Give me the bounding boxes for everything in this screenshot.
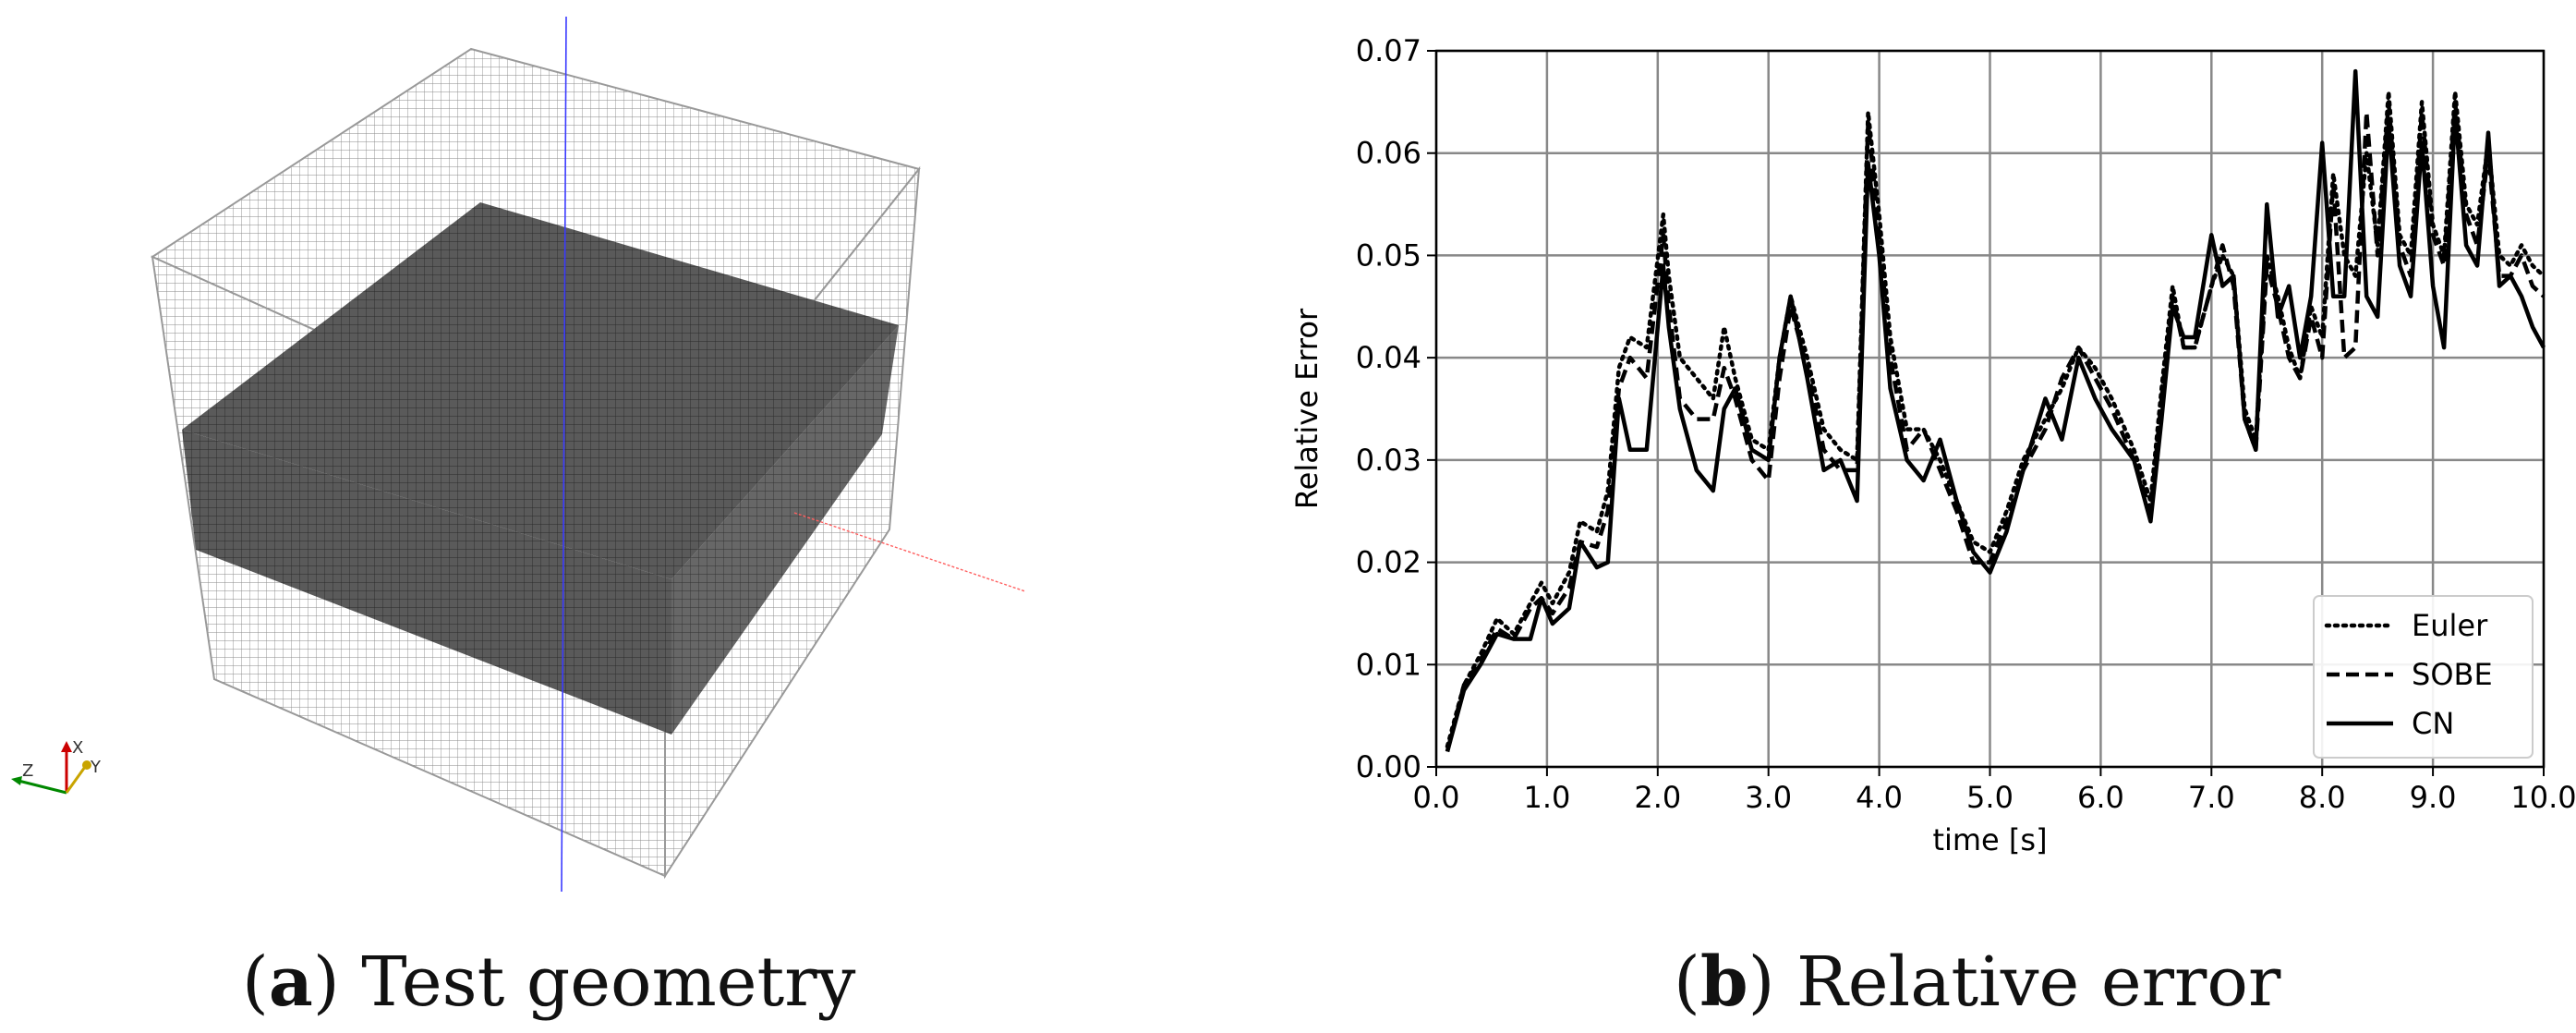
geometry-render: X Y Z	[11, 16, 1026, 893]
series-line-cn	[1445, 68, 2546, 752]
orientation-axes: X Y Z	[11, 738, 102, 795]
relative-error-chart: 0.0 1.0 2.0 3.0 4.0 5.0 6.0 7.0 8.0 9.0 10.0 0.000…	[1289, 33, 2576, 857]
legend-label-sobe: SOBE	[2412, 657, 2493, 692]
series-line-sobe	[1445, 100, 2546, 752]
y-tick-label: 0.00	[1356, 749, 1421, 784]
slab-top-face	[182, 202, 899, 579]
slab-right-face	[671, 325, 899, 735]
y-tick-label: 0.03	[1356, 443, 1421, 478]
x-tick-label: 4.0	[1856, 780, 1903, 815]
y-tick-label: 0.05	[1356, 237, 1421, 273]
axis-label-y: Y	[90, 758, 102, 777]
x-tick-label: 5.0	[1966, 780, 2014, 815]
x-tick-label: 0.0	[1413, 780, 1460, 815]
y-tick-label: 0.07	[1356, 33, 1421, 68]
x-tick-label: 9.0	[2410, 780, 2457, 815]
chart-series	[1445, 68, 2546, 752]
caption-a: (a) Test geometry	[242, 942, 856, 1022]
y-tick-label: 0.04	[1356, 340, 1421, 375]
caption-b-text: Relative error	[1796, 942, 2281, 1022]
caption-b-letter: b	[1699, 942, 1748, 1022]
x-tick-label: 10.0	[2510, 780, 2576, 815]
x-tick-label: 6.0	[2077, 780, 2124, 815]
x-tick-label: 7.0	[2188, 780, 2235, 815]
x-ticks: 0.0 1.0 2.0 3.0 4.0 5.0 6.0 7.0 8.0 9.0 10.0	[1413, 767, 2576, 815]
caption-a-letter: a	[268, 942, 313, 1022]
x-tick-label: 2.0	[1634, 780, 1681, 815]
horizontal-axis-line	[793, 512, 1026, 592]
x-tick-label: 1.0	[1523, 780, 1570, 815]
axis-label-z: Z	[22, 761, 33, 781]
relative-error-panel: 0.0 1.0 2.0 3.0 4.0 5.0 6.0 7.0 8.0 9.0 10.0 0.00 0…	[1275, 0, 2576, 887]
y-tick-label: 0.06	[1356, 136, 1421, 171]
caption-b: (b) Relative error	[1674, 942, 2281, 1022]
legend-label-euler: Euler	[2412, 608, 2488, 643]
x-tick-label: 3.0	[1745, 780, 1792, 815]
legend-label-cn: CN	[2412, 706, 2454, 741]
caption-a-text: Test geometry	[361, 942, 856, 1022]
axis-label-x: X	[72, 738, 83, 758]
legend-box	[2313, 595, 2534, 759]
y-ticks: 0.00 0.01 0.02 0.03 0.04 0.05 0.06 0.07	[1356, 33, 1436, 784]
y-tick-label: 0.01	[1356, 647, 1421, 682]
vertical-axis-line	[561, 16, 567, 893]
x-tick-label: 8.0	[2299, 780, 2346, 815]
x-axis-label: time [s]	[1932, 822, 2047, 857]
y-axis-label: Relative Error	[1289, 308, 1324, 509]
y-tick-label: 0.02	[1356, 545, 1421, 580]
test-geometry-panel: X Y Z	[0, 0, 1053, 915]
slab-front-face	[182, 430, 671, 735]
chart-legend: Euler SOBE CN	[2313, 595, 2534, 759]
